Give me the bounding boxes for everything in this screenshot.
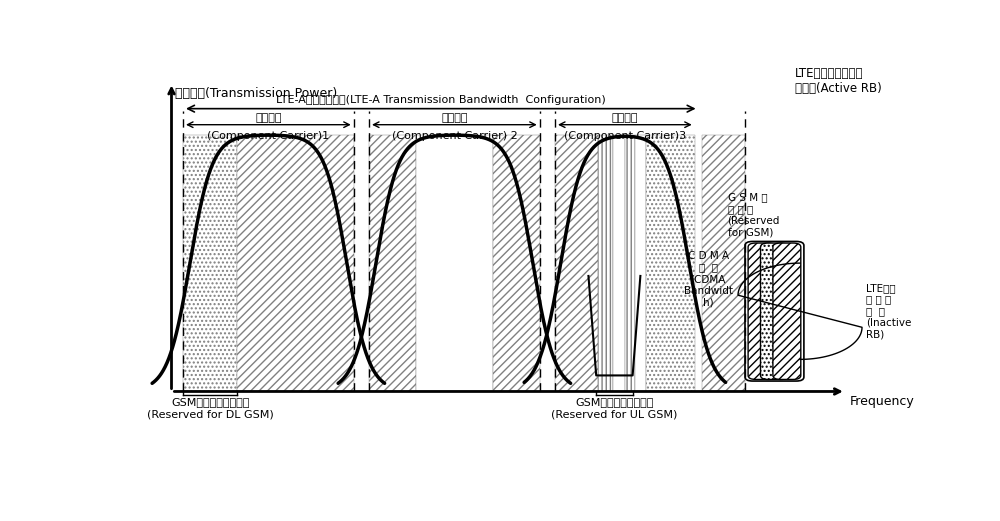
Text: GSM上行链路预留资源
(Reserved for UL GSM): GSM上行链路预留资源 (Reserved for UL GSM) (551, 398, 678, 419)
Bar (625, 135, 635, 391)
Text: C D M A
带  宽
(CDMA
Bandwidt
h): C D M A 带 宽 (CDMA Bandwidt h) (684, 251, 733, 307)
Text: LTE-A传输带宽配置(LTE-A Transmission Bandwidth  Configuration): LTE-A传输带宽配置(LTE-A Transmission Bandwidth… (276, 95, 606, 105)
FancyBboxPatch shape (761, 243, 788, 379)
Text: LTE当前正在使用的
资源块(Active RB): LTE当前正在使用的 资源块(Active RB) (795, 67, 882, 94)
Text: 分量载波: 分量载波 (441, 113, 468, 123)
Text: 传输功率(Transmission Power): 传输功率(Transmission Power) (175, 86, 338, 100)
Bar (416, 135, 493, 391)
Bar (555, 135, 598, 391)
FancyBboxPatch shape (748, 243, 776, 379)
Text: G S M 预
留 带 宽
(Reserved
for GSM): G S M 预 留 带 宽 (Reserved for GSM) (728, 193, 780, 238)
Text: GSM下行链路预留资源
(Reserved for DL GSM): GSM下行链路预留资源 (Reserved for DL GSM) (147, 398, 274, 419)
Bar (635, 135, 646, 391)
Bar (598, 135, 613, 391)
Bar (237, 135, 354, 391)
Text: 分量载波: 分量载波 (612, 113, 638, 123)
Bar (493, 135, 540, 391)
Text: (Component Carrier)1: (Component Carrier)1 (207, 131, 329, 141)
FancyBboxPatch shape (773, 243, 801, 379)
Text: Frequency: Frequency (850, 395, 914, 408)
Bar (183, 135, 237, 391)
Text: LTE当前
空 闲 资
源  块
(Inactive
RB): LTE当前 空 闲 资 源 块 (Inactive RB) (866, 283, 911, 340)
Text: (Component Carrier) 2: (Component Carrier) 2 (392, 131, 517, 141)
Text: (Component Carrier)3: (Component Carrier)3 (564, 131, 686, 141)
Bar (646, 135, 695, 391)
Text: 分量载波: 分量载波 (255, 113, 282, 123)
Bar (702, 135, 745, 391)
Bar (369, 135, 416, 391)
Bar (613, 135, 625, 391)
